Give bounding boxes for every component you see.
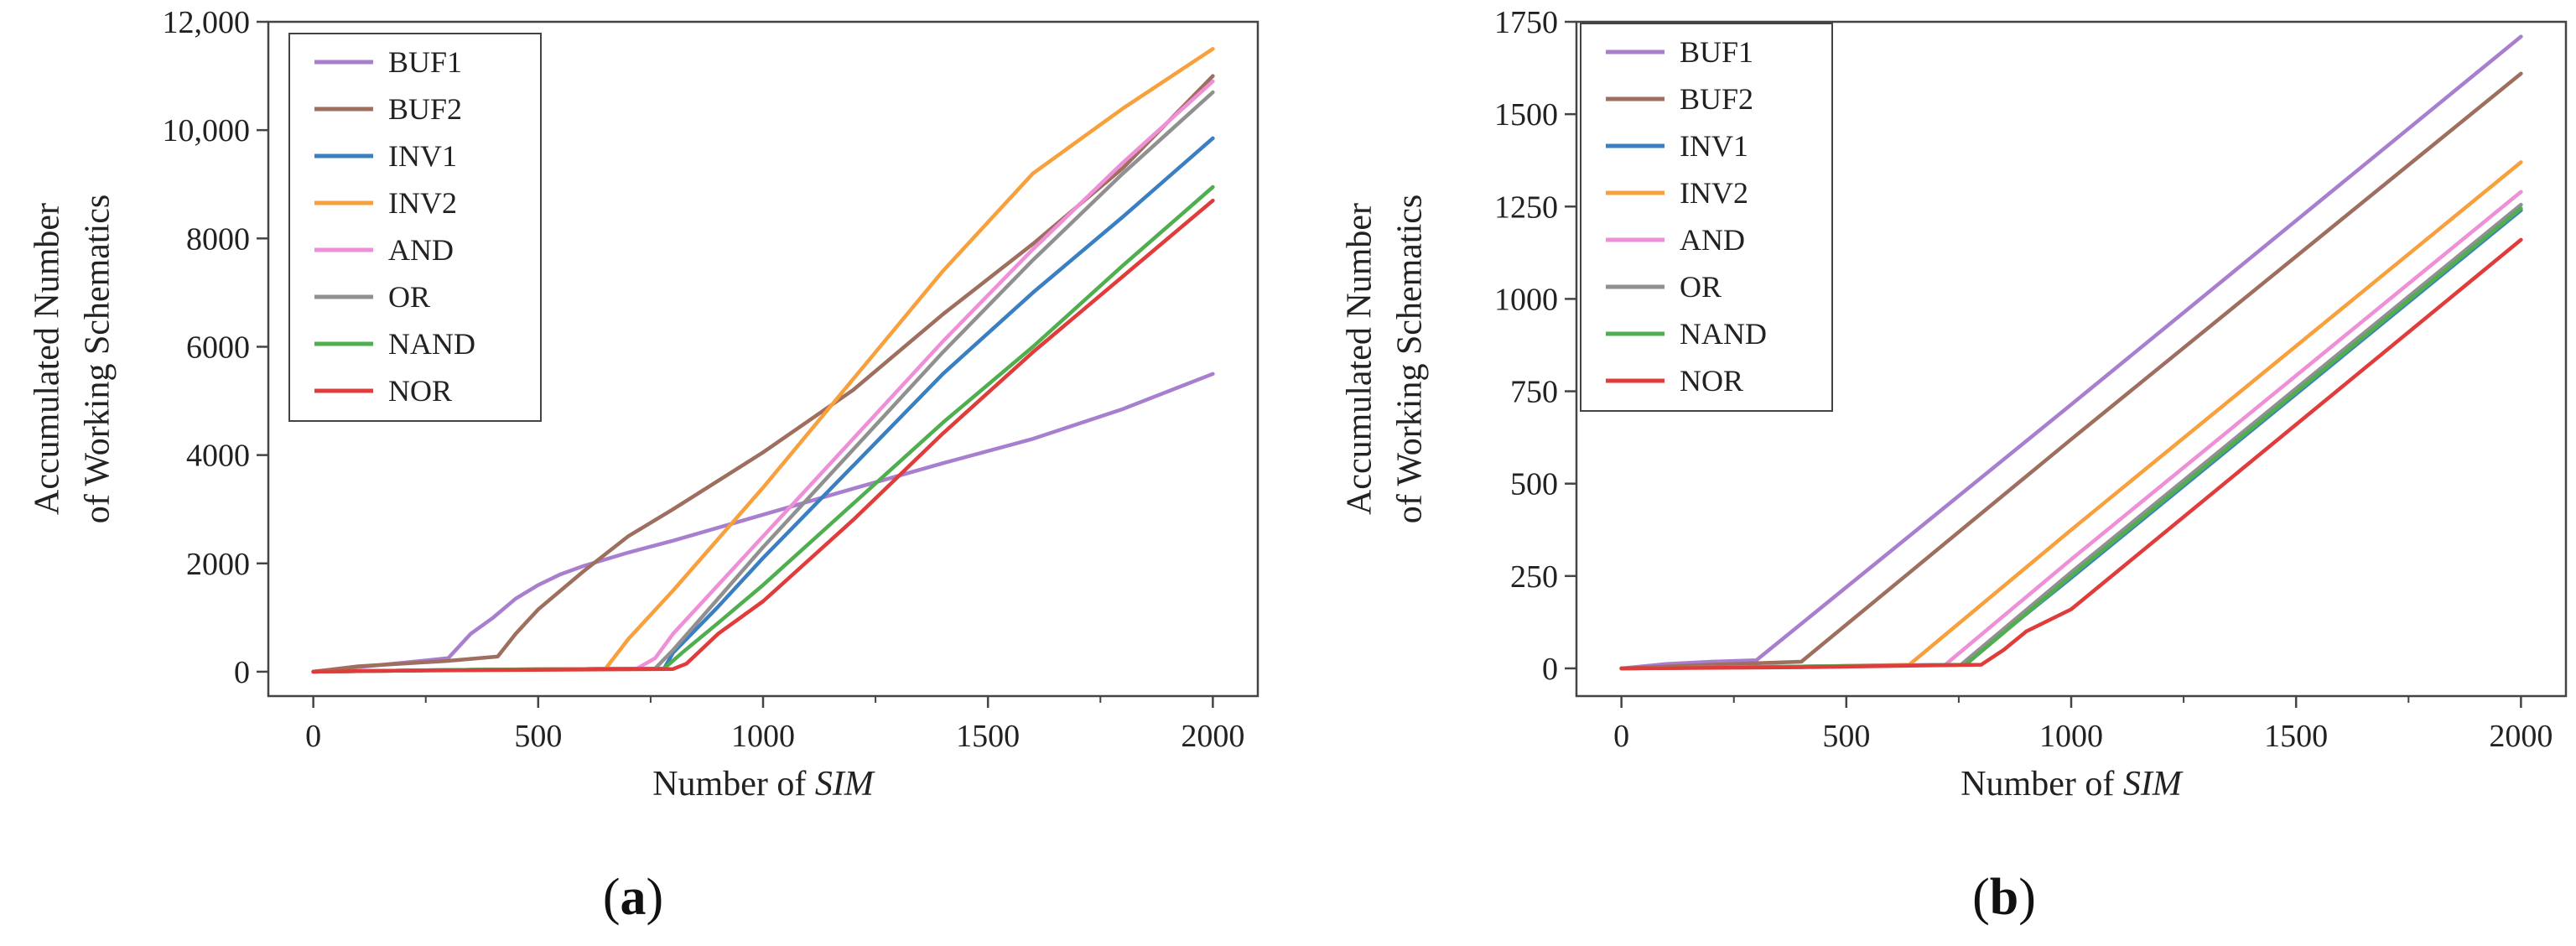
legend-entry: OR (388, 280, 430, 314)
legend-frame (288, 33, 542, 422)
x-tick-label: 1500 (2264, 719, 2328, 754)
chart-panel-b: 0 500 1000 1500 2000 0 250 500 750 1000 1250 1500 17… (1341, 5, 2568, 926)
x-tick-label: 2000 (1181, 719, 1244, 754)
x-tick-label: 500 (1822, 719, 1870, 754)
y-tick-label: 500 (1510, 467, 1558, 502)
x-axis-label-prefix: Number of (1961, 765, 2123, 803)
x-axis-label-italic: SIM (815, 765, 875, 803)
x-tick-label: 1500 (956, 719, 1020, 754)
legend-entry: BUF1 (1680, 35, 1753, 69)
y-tick-label: 750 (1510, 375, 1558, 410)
y-tick-label: 8000 (186, 221, 250, 257)
panel-label-letter: a (621, 869, 647, 926)
legend-entry: AND (388, 233, 454, 267)
y-tick-label: 1500 (1494, 97, 1558, 133)
x-axis-label-prefix: Number of (652, 765, 815, 803)
legend-entry: BUF1 (388, 45, 462, 79)
y-tick-label: 0 (1542, 652, 1558, 687)
y-tick-label: 2000 (186, 547, 250, 582)
y-axis-label-line: of Working Schematics (79, 195, 117, 523)
y-axis-label-line: Accumulated Number (1341, 203, 1379, 515)
legend-entry: NOR (1680, 364, 1743, 398)
x-tick-label: 0 (305, 719, 321, 754)
x-axis-label-italic: SIM (2123, 765, 2184, 803)
y-axis-label-line: Accumulated Number (29, 203, 67, 515)
y-axis-label-line: of Working Schematics (1391, 195, 1430, 523)
panel-label-open: ( (1972, 869, 1990, 926)
x-axis-label: Number of SIM (652, 765, 875, 803)
panel-label: (b) (1972, 869, 2036, 926)
legend-frame (1580, 23, 1833, 412)
legend: BUF1 BUF2 INV1 INV2 AND OR NAND NOR (1580, 23, 1833, 412)
y-tick-label: 4000 (186, 439, 250, 474)
legend-entry: INV1 (388, 139, 457, 173)
legend-entry: INV1 (1680, 129, 1748, 163)
chart-panel-a: 0 500 1000 1500 2000 0 2000 4000 6000 8000 10,000 1… (29, 5, 1259, 926)
panel-label: (a) (603, 869, 663, 926)
panel-label-letter: b (1990, 869, 2018, 926)
legend-entry: NOR (388, 374, 452, 408)
panel-label-close: ) (2018, 869, 2036, 926)
x-tick-label: 1000 (2039, 719, 2103, 754)
series-line-nor (311, 198, 1215, 674)
legend-entry: BUF2 (388, 92, 462, 126)
legend: BUF1 BUF2 INV1 INV2 AND OR NAND NOR (288, 33, 542, 422)
x-tick-label: 1000 (731, 719, 795, 754)
panel-label-open: ( (603, 869, 621, 926)
legend-entry: OR (1680, 270, 1722, 304)
y-tick-label: 1250 (1494, 190, 1558, 225)
legend-entry: AND (1680, 223, 1745, 257)
y-tick-label: 1000 (1494, 282, 1558, 317)
legend-entry: INV2 (388, 186, 457, 220)
legend-entry: BUF2 (1680, 82, 1753, 116)
series-line-buf1 (311, 372, 1215, 674)
legend-entry: INV2 (1680, 176, 1748, 210)
x-axis-label: Number of SIM (1961, 765, 2184, 803)
y-tick-label: 250 (1510, 559, 1558, 595)
legend-entry: NAND (388, 327, 475, 361)
series-line-buf2 (311, 74, 1215, 674)
y-tick-label: 12,000 (163, 5, 251, 40)
y-tick-label: 1750 (1494, 5, 1558, 40)
panel-label-close: ) (647, 869, 664, 926)
series-line-buf1 (1619, 34, 2523, 671)
x-tick-label: 2000 (2489, 719, 2553, 754)
legend-entry: NAND (1680, 317, 1767, 351)
series-line-nor (1619, 237, 2523, 671)
x-tick-label: 0 (1613, 719, 1629, 754)
x-tick-label: 500 (514, 719, 562, 754)
y-tick-label: 6000 (186, 330, 250, 365)
y-tick-label: 10,000 (163, 113, 251, 148)
y-tick-label: 0 (234, 655, 250, 690)
